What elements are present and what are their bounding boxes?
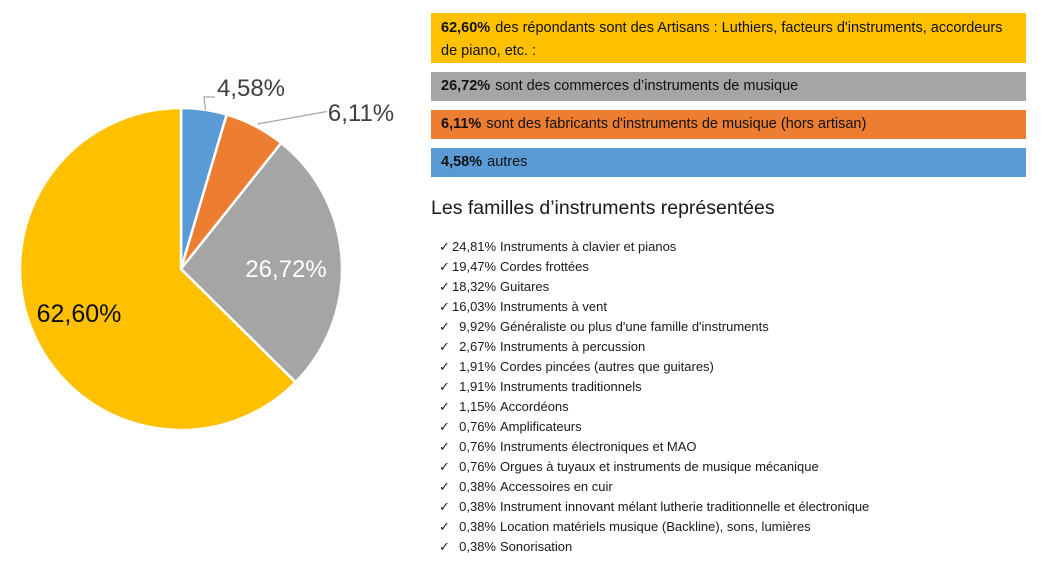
item-percent: 9,92%	[459, 319, 496, 334]
item-label: Amplificateurs	[500, 419, 582, 434]
pie-label-artisans: 62,60%	[37, 300, 122, 328]
legend-percent: 6,11%	[441, 116, 482, 132]
item-percent: 19,47%	[452, 259, 497, 274]
legend-text: autres	[487, 154, 528, 170]
item-percent: 0,38%	[459, 519, 496, 534]
list-item: ✓ 0,38% Location matériels musique (Backli…	[431, 517, 1026, 537]
pie-slice-artisans	[18, 106, 297, 432]
item-label: Accordéons	[500, 399, 569, 414]
legend-item-commerces: 26,72% sont des commerces d’instruments d…	[431, 72, 1026, 101]
item-label: Instruments à vent	[500, 299, 607, 314]
check-icon: ✓	[439, 419, 450, 434]
families-section-title: Les familles d’instruments représentées	[431, 197, 775, 219]
legend-percent: 62,60%	[441, 20, 491, 36]
list-item: ✓ 0,76% Orgues à tuyaux et instruments de …	[431, 457, 1026, 477]
item-percent: 0,38%	[459, 499, 496, 514]
item-label: Accessoires en cuir	[500, 479, 613, 494]
legend-panel: 62,60% des répondants sont des Artisans :…	[431, 0, 1026, 575]
item-label: Cordes frottées	[500, 259, 589, 274]
leader-line-fabricants	[257, 110, 328, 125]
legend-percent: 26,72%	[441, 78, 491, 94]
item-percent: 0,76%	[459, 439, 496, 454]
check-icon: ✓	[439, 239, 450, 254]
families-list: ✓ 24,81% Instruments à clavier et pianos ✓…	[431, 237, 1026, 557]
item-label: Cordes pincées (autres que guitares)	[500, 359, 714, 374]
check-icon: ✓	[439, 299, 450, 314]
item-percent: 16,03%	[452, 299, 497, 314]
pie-slice-commerces	[179, 141, 344, 384]
pie-chart: 4,58% 6,11% 26,72% 62,60%	[0, 0, 430, 575]
item-label: Sonorisation	[500, 539, 573, 554]
legend-item-artisans: 62,60% des répondants sont des Artisans :…	[431, 13, 1026, 63]
item-percent: 1,91%	[459, 379, 496, 394]
item-label: Généraliste ou plus d'une famille d'inst…	[500, 319, 769, 334]
pie-label-autres: 4,58%	[217, 75, 285, 102]
pie-chart-svg: 4,58% 6,11% 26,72% 62,60%	[18, 75, 394, 432]
pie-label-commerces: 26,72%	[245, 256, 326, 283]
item-percent: 1,15%	[459, 399, 496, 414]
list-item: ✓ 0,76% Instruments électroniques et MAO	[431, 437, 1026, 457]
check-icon: ✓	[439, 399, 450, 414]
item-percent: 0,38%	[459, 539, 496, 554]
item-percent: 0,76%	[459, 419, 496, 434]
list-item: ✓ 1,91% Cordes pincées (autres que guitare…	[431, 357, 1026, 377]
list-item: ✓ 24,81% Instruments à clavier et pianos	[431, 237, 1026, 257]
check-icon: ✓	[439, 259, 450, 274]
list-item: ✓ 2,67% Instruments à percussion	[431, 337, 1026, 357]
leader-line-autres	[203, 96, 215, 111]
item-percent: 2,67%	[459, 339, 496, 354]
pie-label-fabricants: 6,11%	[328, 100, 394, 127]
check-icon: ✓	[439, 339, 450, 354]
check-icon: ✓	[439, 439, 450, 454]
item-label: Instruments à clavier et pianos	[500, 239, 677, 254]
legend-item-fabricants: 6,11% sont des fabricants d'instruments d…	[431, 110, 1026, 139]
list-item: ✓ 18,32% Guitares	[431, 277, 1026, 297]
check-icon: ✓	[439, 499, 450, 514]
list-item: ✓ 0,38% Instrument innovant mélant lutheri…	[431, 497, 1026, 517]
item-percent: 18,32%	[452, 279, 497, 294]
check-icon: ✓	[439, 319, 450, 334]
check-icon: ✓	[439, 519, 450, 534]
legend-text: sont des commerces d’instruments de musi…	[495, 78, 799, 94]
check-icon: ✓	[439, 459, 450, 474]
legend-percent: 4,58%	[441, 154, 483, 170]
check-icon: ✓	[439, 379, 450, 394]
item-percent: 0,38%	[459, 479, 496, 494]
list-item: ✓ 9,92% Généraliste ou plus d'une famille …	[431, 317, 1026, 337]
item-label: Instruments à percussion	[500, 339, 646, 354]
item-percent: 1,91%	[459, 359, 496, 374]
legend-item-autres: 4,58% autres	[431, 148, 1026, 177]
list-item: ✓ 0,76% Amplificateurs	[431, 417, 1026, 437]
item-label: Instruments électroniques et MAO	[500, 439, 697, 454]
legend-text: des répondants sont des Artisans : Luthi…	[441, 20, 1003, 59]
item-label: Orgues à tuyaux et instruments de musiqu…	[500, 459, 819, 474]
item-label: Instruments traditionnels	[500, 379, 642, 394]
item-label: Guitares	[500, 279, 550, 294]
check-icon: ✓	[439, 479, 450, 494]
check-icon: ✓	[439, 539, 450, 554]
check-icon: ✓	[439, 359, 450, 374]
legend-text: sont des fabricants d'instruments de mus…	[486, 116, 867, 132]
item-label: Instrument innovant mélant lutherie trad…	[500, 499, 870, 514]
list-item: ✓ 16,03% Instruments à vent	[431, 297, 1026, 317]
list-item: ✓ 19,47% Cordes frottées	[431, 257, 1026, 277]
list-item: ✓ 1,91% Instruments traditionnels	[431, 377, 1026, 397]
item-label: Location matériels musique (Backline), s…	[500, 519, 811, 534]
item-percent: 24,81%	[452, 239, 497, 254]
list-item: ✓ 0,38% Accessoires en cuir	[431, 477, 1026, 497]
item-percent: 0,76%	[459, 459, 496, 474]
list-item: ✓ 0,38% Sonorisation	[431, 537, 1026, 557]
list-item: ✓ 1,15% Accordéons	[431, 397, 1026, 417]
check-icon: ✓	[439, 279, 450, 294]
